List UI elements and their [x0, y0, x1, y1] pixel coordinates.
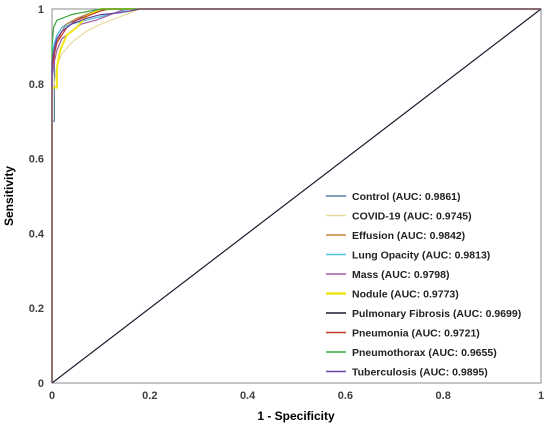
x-tick-label: 0.6 — [338, 390, 353, 402]
x-tick-label: 0.8 — [436, 390, 451, 402]
y-tick-label: 0.8 — [29, 79, 44, 91]
series-line-6 — [51, 8, 542, 384]
legend-entry-3: Lung Opacity (AUC: 0.9813) — [352, 250, 490, 262]
y-tick-label: 0.6 — [29, 154, 44, 166]
series-line-9 — [51, 8, 541, 383]
x-tick-label: 0.2 — [142, 390, 157, 402]
axis-ticks: 0 0.2 0.4 0.6 0.8 1 0 0.2 0.4 0.6 0.8 1 — [29, 4, 544, 402]
y-tick-label: 0.2 — [29, 303, 44, 315]
plot-area — [51, 8, 542, 384]
x-tick-label: 0.4 — [240, 390, 256, 402]
legend-entry-6: Pulmonary Fibrosis (AUC: 0.9699) — [352, 308, 521, 320]
y-tick-label: 0 — [38, 378, 44, 390]
series-line-8 — [51, 8, 541, 383]
legend-entry-4: Mass (AUC: 0.9798) — [352, 269, 449, 281]
legend: Control (AUC: 0.9861) COVID-19 (AUC: 0.97… — [326, 191, 521, 379]
x-axis-title: 1 - Specificity — [257, 409, 335, 423]
x-tick-label: 0 — [49, 390, 55, 402]
y-axis-title: Sensitivity — [2, 166, 16, 226]
legend-entry-7: Pneumonia (AUC: 0.9721) — [352, 328, 480, 340]
legend-entry-0: Control (AUC: 0.9861) — [352, 191, 461, 203]
legend-entry-8: Pneumothorax (AUC: 0.9655) — [352, 347, 497, 359]
x-tick-label: 1 — [538, 390, 544, 402]
y-tick-label: 0.4 — [29, 228, 45, 240]
legend-entry-1: COVID-19 (AUC: 0.9745) — [352, 211, 472, 223]
series-line-1 — [51, 8, 541, 383]
legend-entry-9: Tuberculosis (AUC: 0.9895) — [352, 367, 488, 379]
legend-entry-5: Nodule (AUC: 0.9773) — [352, 289, 459, 301]
legend-entry-2: Effusion (AUC: 0.9842) — [352, 230, 465, 242]
y-tick-label: 1 — [38, 4, 44, 16]
